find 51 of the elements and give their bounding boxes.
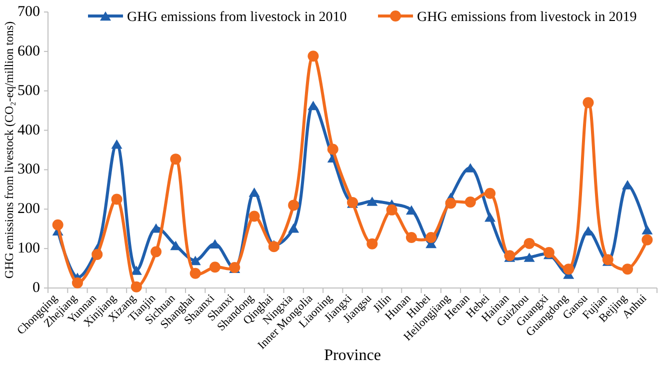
point xyxy=(406,232,417,244)
point xyxy=(308,100,319,110)
x-axis-title: Province xyxy=(324,347,381,364)
y-tick-label: 300 xyxy=(18,162,40,178)
point xyxy=(406,205,417,215)
y-tick-label: 100 xyxy=(18,240,40,257)
point xyxy=(308,50,319,62)
point xyxy=(642,234,653,246)
y-tick-label: 700 xyxy=(18,4,40,20)
point xyxy=(524,252,535,262)
y-tick-label: 200 xyxy=(18,201,40,218)
point xyxy=(190,268,201,279)
point xyxy=(92,248,103,260)
point xyxy=(445,198,456,209)
point xyxy=(582,97,594,108)
legend-label: GHG emissions from livestock in 2010 xyxy=(127,10,347,25)
point xyxy=(484,188,496,199)
legend-label: GHG emissions from livestock in 2019 xyxy=(417,10,637,25)
y-axis-title: GHG emissions from livestock (CO₂-eq/million tons) xyxy=(2,21,16,279)
point xyxy=(366,238,378,250)
y-tick-label: 400 xyxy=(18,122,40,138)
point xyxy=(288,223,300,233)
point xyxy=(130,281,142,292)
point xyxy=(130,266,142,275)
point xyxy=(111,194,122,205)
point xyxy=(386,204,398,216)
point xyxy=(248,210,260,222)
point xyxy=(426,232,437,244)
point xyxy=(52,219,64,230)
point xyxy=(366,196,378,206)
point xyxy=(327,144,338,155)
point xyxy=(111,139,122,149)
point xyxy=(464,196,476,208)
point xyxy=(622,264,634,275)
point xyxy=(524,238,535,249)
point xyxy=(72,277,83,288)
y-tick-label: 600 xyxy=(18,43,40,60)
point xyxy=(170,154,182,165)
point xyxy=(248,188,260,197)
point xyxy=(209,262,220,273)
point xyxy=(288,200,300,211)
point xyxy=(484,212,496,222)
point xyxy=(602,254,614,266)
point xyxy=(150,246,162,258)
point xyxy=(268,241,280,252)
point xyxy=(504,250,516,262)
point xyxy=(543,247,554,258)
point xyxy=(642,224,653,234)
y-tick-label: 0 xyxy=(32,280,40,296)
y-tick-label: 500 xyxy=(18,82,40,99)
point xyxy=(563,264,574,275)
